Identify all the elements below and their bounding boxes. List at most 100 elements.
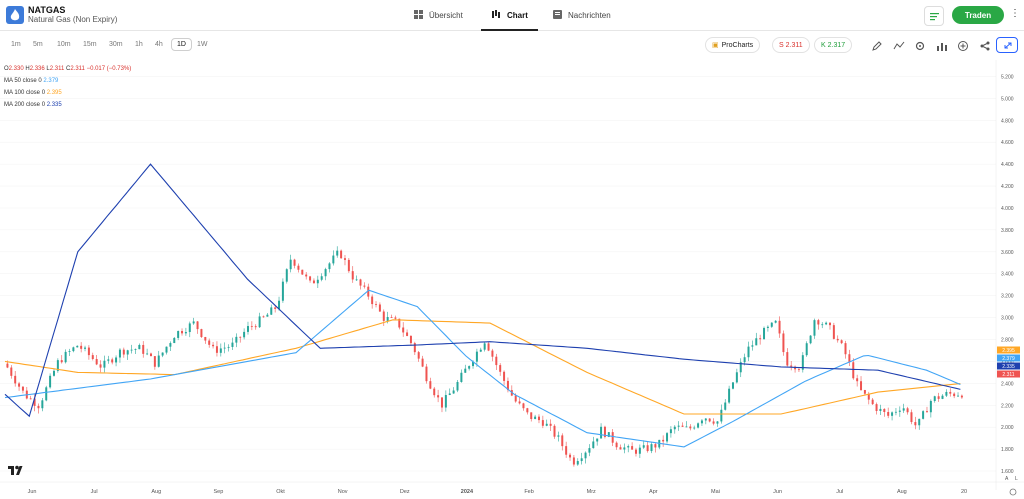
x-tick-label: Mai	[711, 489, 720, 495]
timeframe-30m[interactable]: 30m	[109, 41, 123, 48]
price-chart[interactable]: 5.200 5.000 4.800 4.600 4.400 4.200 4.000 3.800…	[0, 60, 1024, 499]
candle-body	[580, 458, 583, 462]
candle-body	[716, 421, 719, 424]
candle-body	[37, 405, 40, 409]
candle-body	[945, 391, 948, 396]
candle-body	[856, 378, 859, 382]
tab-overview[interactable]: Übersicht	[414, 0, 463, 31]
candle-body	[84, 347, 87, 349]
candle-body	[223, 347, 226, 349]
candle-body	[817, 320, 820, 325]
timeframe-10m[interactable]: 10m	[57, 41, 71, 48]
candle-body	[76, 345, 79, 348]
log-scale-toggle[interactable]: L	[1015, 476, 1018, 482]
expand-button[interactable]	[996, 37, 1018, 53]
candle-body	[278, 300, 281, 309]
candle-body	[541, 420, 544, 426]
candle-body	[844, 343, 847, 355]
chart-toolbar: 1m 5m 10m 15m 30m 1h 4h 1D 1W ▣ ProChart…	[0, 32, 1024, 60]
timeframe-5m[interactable]: 5m	[33, 41, 43, 48]
candle-body	[107, 359, 110, 361]
plus-circle-icon[interactable]	[957, 40, 969, 52]
candle-body	[266, 314, 269, 317]
candle-body	[130, 349, 133, 351]
timeframe-1m[interactable]: 1m	[11, 41, 21, 48]
candle-body	[607, 432, 610, 437]
timeframe-4h[interactable]: 4h	[155, 41, 163, 48]
bar-chart-icon[interactable]	[936, 40, 948, 52]
ma200-legend[interactable]: MA 200 close 0 2.335	[4, 102, 62, 108]
candle-body	[340, 250, 343, 259]
candle-body	[650, 444, 653, 452]
auto-scale-toggle[interactable]: A	[1005, 476, 1009, 482]
candle-body	[805, 343, 808, 356]
candle-body	[270, 307, 273, 315]
x-tick-label: Jun	[28, 489, 37, 495]
candle-body	[99, 364, 102, 368]
more-menu-icon[interactable]: ⋮	[1010, 8, 1020, 19]
candle-body	[491, 350, 494, 357]
sell-button[interactable]: S 2.311	[772, 37, 810, 53]
y-tick-label: 4.800	[1001, 118, 1014, 124]
y-tick-label: 4.400	[1001, 162, 1014, 168]
share-icon[interactable]	[979, 40, 991, 52]
timeframe-1h[interactable]: 1h	[135, 41, 143, 48]
candle-body	[825, 322, 828, 325]
tab-chart[interactable]: Chart	[481, 0, 538, 31]
candle-body	[887, 411, 890, 416]
candle-body	[685, 426, 688, 428]
candle-body	[949, 391, 952, 394]
candle-body	[557, 435, 560, 437]
candle-body	[902, 408, 905, 411]
settings-icon[interactable]	[914, 40, 926, 52]
x-tick-label: Jun	[773, 489, 782, 495]
price-tag-label: 2.311	[1002, 372, 1014, 378]
timeframe-1w[interactable]: 1W	[197, 41, 208, 48]
indicators-icon[interactable]	[893, 40, 905, 52]
candle-body	[115, 357, 118, 363]
change-value: −0.017 (−0.73%)	[86, 66, 132, 72]
candle-body	[87, 347, 90, 356]
candle-body	[801, 355, 804, 370]
candle-body	[790, 365, 793, 367]
candle-body	[638, 447, 641, 454]
candle-body	[697, 423, 700, 428]
ma100-legend[interactable]: MA 100 close 0 2.395	[4, 90, 62, 96]
timeframe-15m[interactable]: 15m	[83, 41, 97, 48]
ma200-value: 2.335	[46, 102, 62, 108]
candle-body	[786, 352, 789, 366]
timeframe-1d[interactable]: 1D	[171, 38, 192, 51]
candle-body	[146, 353, 149, 355]
x-tick-label: Mrz	[587, 489, 596, 495]
x-tick-label: Sep	[214, 489, 224, 495]
candle-body	[572, 457, 575, 465]
candle-body	[262, 316, 265, 318]
candle-body	[840, 340, 843, 344]
procharts-button[interactable]: ▣ ProCharts	[705, 37, 761, 53]
candle-body	[615, 442, 618, 448]
candle-body	[720, 409, 723, 422]
watchlist-button[interactable]	[924, 6, 944, 26]
pencil-icon[interactable]	[871, 40, 883, 52]
candle-body	[91, 355, 94, 360]
tab-news[interactable]: Nachrichten	[553, 0, 611, 31]
candle-body	[324, 269, 327, 277]
candle-body	[770, 322, 773, 327]
buy-button[interactable]: K 2.317	[814, 37, 853, 53]
candle-body	[743, 357, 746, 363]
candle-body	[460, 372, 463, 382]
ma50-legend[interactable]: MA 50 close 0 2.379	[4, 78, 58, 84]
candle-body	[227, 346, 230, 348]
candle-body	[689, 426, 692, 429]
candle-body	[390, 317, 393, 318]
candle-body	[239, 336, 242, 338]
ohlc-legend: O2.330 H2.336 L2.311 C2.311 −0.017 (−0.7…	[4, 66, 131, 72]
candle-body	[359, 279, 362, 286]
chart-settings-icon[interactable]	[1009, 488, 1017, 496]
trade-button[interactable]: Traden	[952, 6, 1004, 24]
candle-body	[712, 421, 715, 424]
candle-body	[29, 398, 32, 400]
y-tick-label: 2.400	[1001, 381, 1014, 387]
candle-body	[759, 338, 762, 340]
candle-body	[503, 371, 506, 381]
